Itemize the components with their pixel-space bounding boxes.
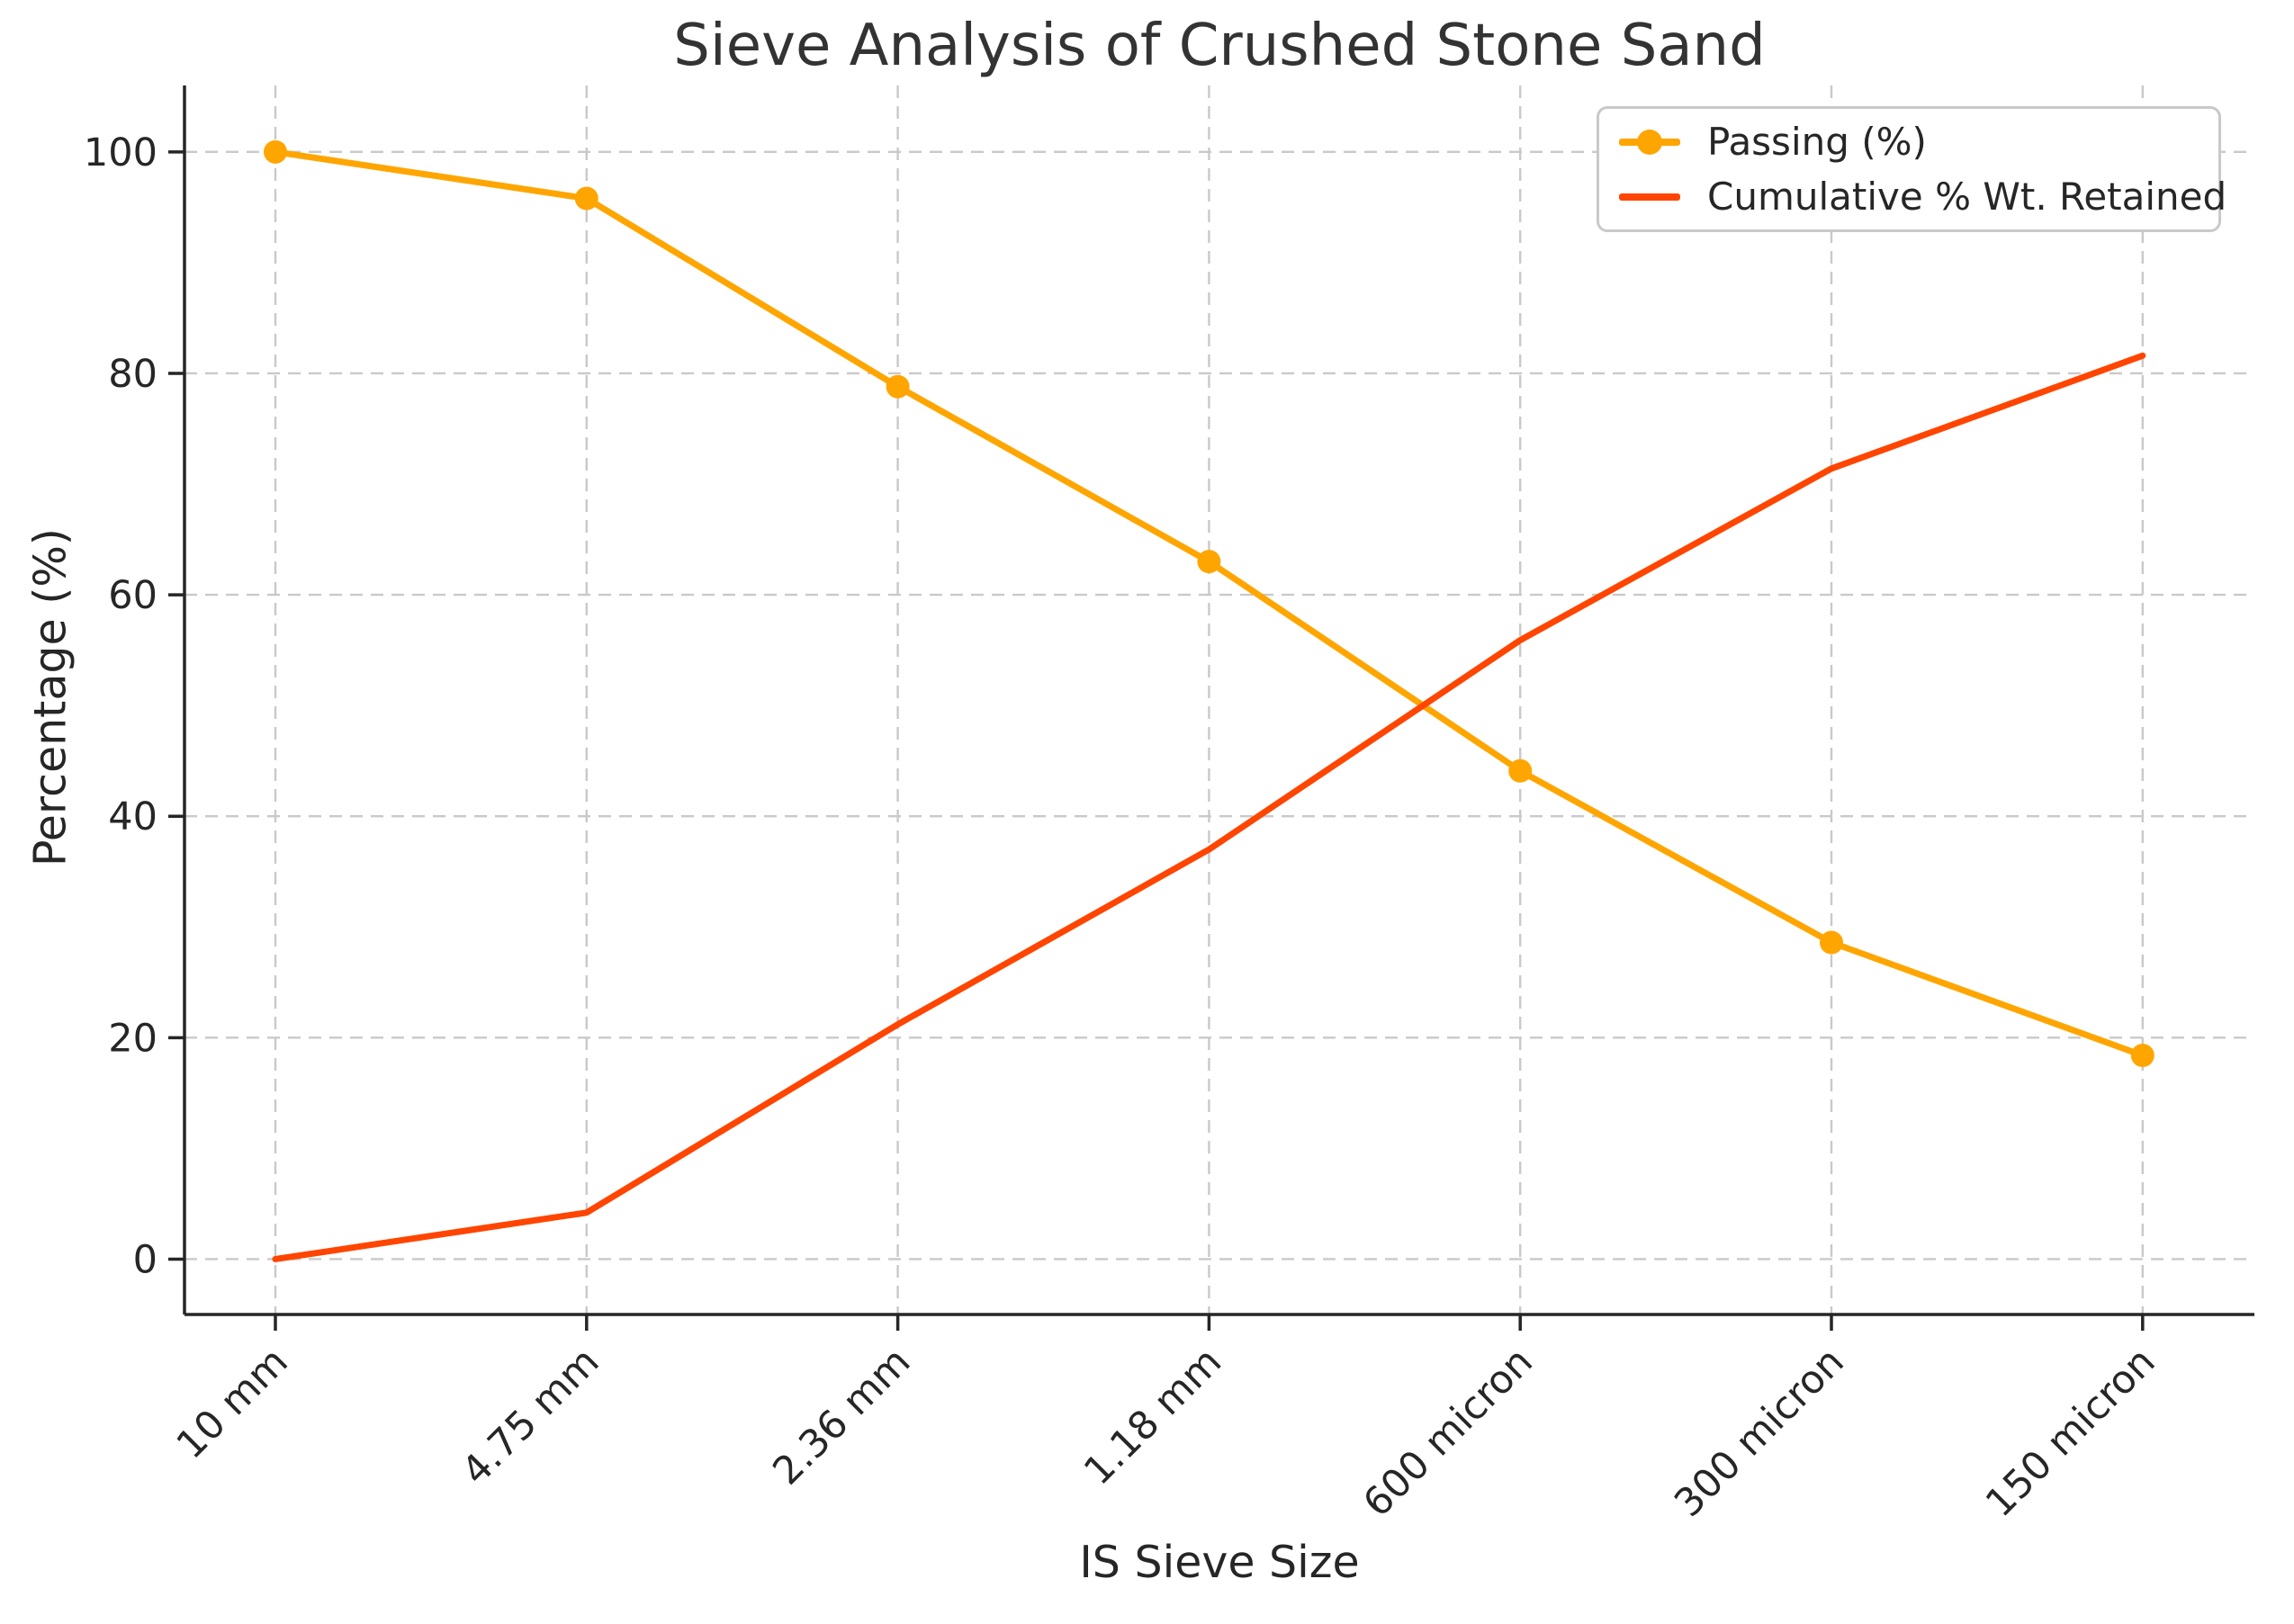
series-line-1 <box>272 352 2146 1262</box>
passing-marker-icon <box>1637 129 1662 155</box>
y-tick-label: 20 <box>108 1016 157 1061</box>
x-tick-label: 10 mm <box>168 1339 297 1467</box>
retained-line-swatch <box>1619 193 1680 201</box>
y-tick-label: 100 <box>84 130 157 175</box>
x-tick-label: 1.18 mm <box>1075 1339 1230 1494</box>
data-point-marker <box>1820 930 1843 955</box>
chart-title: Sieve Analysis of Crushed Stone Sand <box>673 13 1766 79</box>
data-point-marker <box>886 374 910 399</box>
legend-label-retained: Cumulative % Wt. Retained <box>1707 175 2227 219</box>
data-point-marker <box>574 186 598 211</box>
legend: Passing (%) Cumulative % Wt. Retained <box>1597 106 2227 232</box>
x-tick-label: 4.75 mm <box>454 1339 608 1494</box>
y-tick-label: 40 <box>108 794 157 839</box>
x-tick-label: 600 micron <box>1354 1339 1542 1526</box>
x-tick-label: 300 micron <box>1666 1339 1853 1526</box>
data-point-marker <box>264 139 287 164</box>
legend-item-passing: Passing (%) <box>1619 120 2218 164</box>
y-axis-label: Percentage (%) <box>24 527 76 867</box>
x-tick-label: 150 micron <box>1977 1339 2164 1526</box>
x-tick-label: 2.36 mm <box>764 1339 919 1494</box>
data-point-marker <box>2130 1044 2155 1068</box>
passing-line-swatch <box>1619 129 1680 155</box>
data-point-marker <box>1508 758 1533 783</box>
y-tick-label: 0 <box>133 1237 157 1282</box>
x-axis-label: IS Sieve Size <box>1079 1537 1360 1588</box>
y-tick-label: 60 <box>108 573 157 618</box>
legend-label-passing: Passing (%) <box>1707 120 1927 164</box>
y-tick-label: 80 <box>108 352 157 397</box>
data-point-marker <box>1197 550 1221 574</box>
legend-item-retained: Cumulative % Wt. Retained <box>1619 175 2227 219</box>
